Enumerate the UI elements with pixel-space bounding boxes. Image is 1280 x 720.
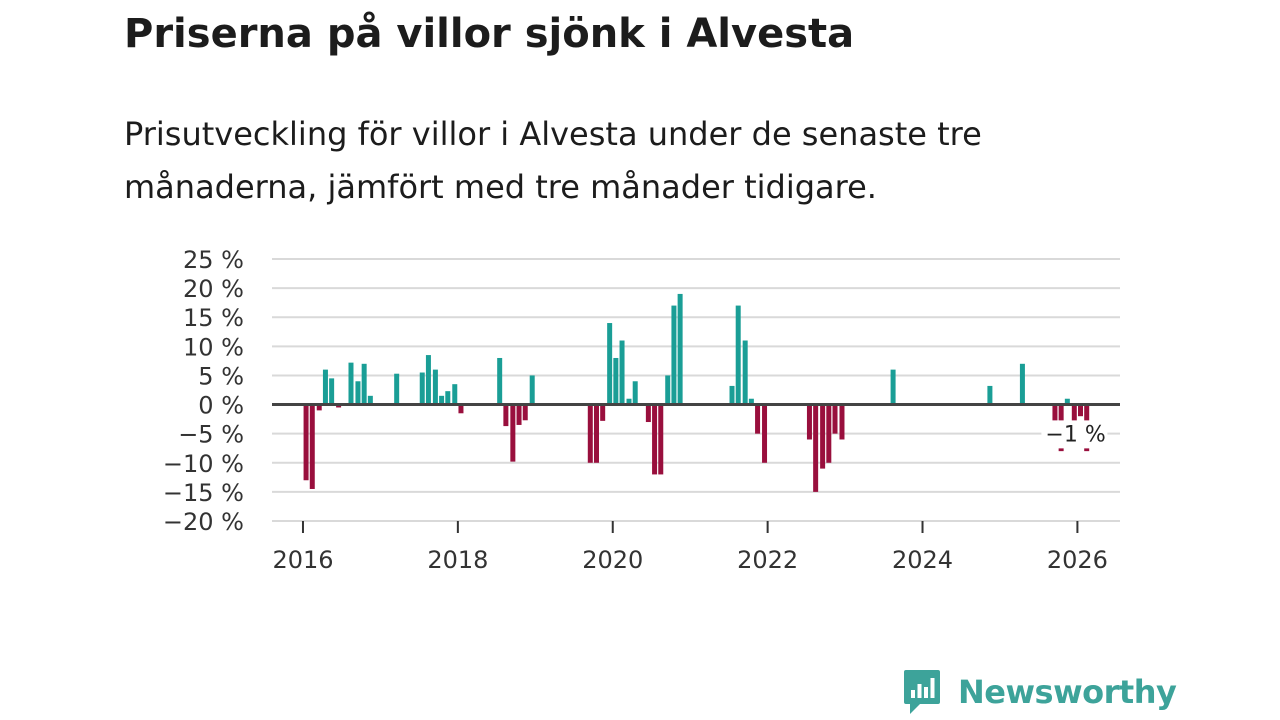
bar — [529, 375, 535, 405]
bar — [348, 362, 354, 405]
bars — [303, 293, 1090, 492]
bar — [806, 404, 812, 440]
bar — [439, 395, 445, 405]
x-axis-ticks: 2016 2018 2020 2022 2024 2026 — [272, 521, 1108, 574]
bar — [432, 369, 438, 405]
brand-name: Newsworthy — [958, 673, 1177, 711]
chart-subtitle: Prisutveckling för villor i Alvesta unde… — [124, 115, 982, 206]
y-tick-label: 25 % — [183, 246, 244, 274]
bar — [425, 355, 431, 405]
x-tick-label: 2018 — [427, 546, 488, 574]
annotation-background — [1041, 420, 1108, 449]
bar — [503, 404, 509, 427]
bar — [309, 404, 315, 489]
newsworthy-logo-icon — [904, 670, 940, 714]
bar — [510, 404, 516, 462]
annotations: −1 % — [1041, 420, 1108, 449]
bar — [832, 404, 838, 434]
bar — [820, 404, 826, 469]
bar — [619, 340, 625, 405]
y-tick-label: 15 % — [183, 304, 244, 332]
bar — [452, 384, 458, 405]
bar — [665, 375, 671, 405]
bar — [1071, 404, 1077, 423]
x-tick-label: 2022 — [737, 546, 798, 574]
bar — [445, 391, 451, 405]
y-tick-label: −5 % — [178, 421, 244, 449]
bar-chart: 25 %20 %15 %10 %5 %0 %−5 %−10 %−15 %−20 … — [163, 246, 1120, 574]
bar — [652, 404, 658, 475]
bar — [658, 404, 664, 475]
y-tick-label: 0 % — [198, 392, 244, 420]
bar — [645, 404, 651, 423]
x-tick-label: 2020 — [582, 546, 643, 574]
x-tick-label: 2026 — [1047, 546, 1108, 574]
axes — [272, 403, 1120, 522]
y-axis-ticks: 25 %20 %15 %10 %5 %0 %−5 %−10 %−15 %−20 … — [163, 246, 244, 536]
bar — [355, 381, 361, 405]
brand: Newsworthy — [902, 668, 1177, 716]
bar — [632, 381, 638, 405]
bar — [677, 293, 683, 405]
bar — [735, 305, 741, 405]
bar — [671, 305, 677, 405]
last-value-label: −1 % — [1045, 422, 1105, 447]
bar — [826, 404, 832, 463]
bar — [613, 357, 619, 405]
bar — [322, 369, 328, 405]
x-tick-label: 2024 — [892, 546, 953, 574]
gridlines — [272, 258, 1120, 522]
bar — [1019, 363, 1025, 405]
bar — [600, 404, 606, 421]
bar — [361, 363, 367, 405]
bar — [593, 404, 599, 463]
bar — [497, 357, 503, 405]
bar — [839, 404, 845, 440]
bar — [607, 323, 613, 405]
bar — [1078, 404, 1083, 417]
bar — [626, 398, 632, 405]
bar — [394, 373, 400, 405]
bar — [316, 404, 322, 411]
bar — [458, 404, 464, 414]
bar — [729, 385, 735, 405]
bar — [367, 395, 373, 405]
x-tick-label: 2016 — [272, 546, 333, 574]
bar — [742, 340, 748, 405]
bar — [890, 369, 896, 405]
y-tick-label: −10 % — [163, 450, 244, 478]
bar — [748, 398, 754, 405]
y-tick-label: −15 % — [163, 479, 244, 507]
bar — [813, 404, 819, 492]
chart-title: Priserna på villor sjönk i Alvesta — [124, 11, 855, 57]
bar — [762, 404, 768, 463]
y-tick-label: 5 % — [198, 362, 244, 390]
bar — [987, 385, 993, 405]
bar — [303, 404, 309, 481]
bar — [1064, 398, 1070, 405]
bar — [516, 404, 522, 425]
bar — [329, 378, 335, 405]
bar — [522, 404, 528, 421]
bar — [419, 372, 425, 405]
y-tick-label: −20 % — [163, 508, 244, 536]
bar — [755, 404, 761, 434]
y-tick-label: 10 % — [183, 333, 244, 361]
y-tick-label: 20 % — [183, 275, 244, 303]
bar — [587, 404, 593, 463]
